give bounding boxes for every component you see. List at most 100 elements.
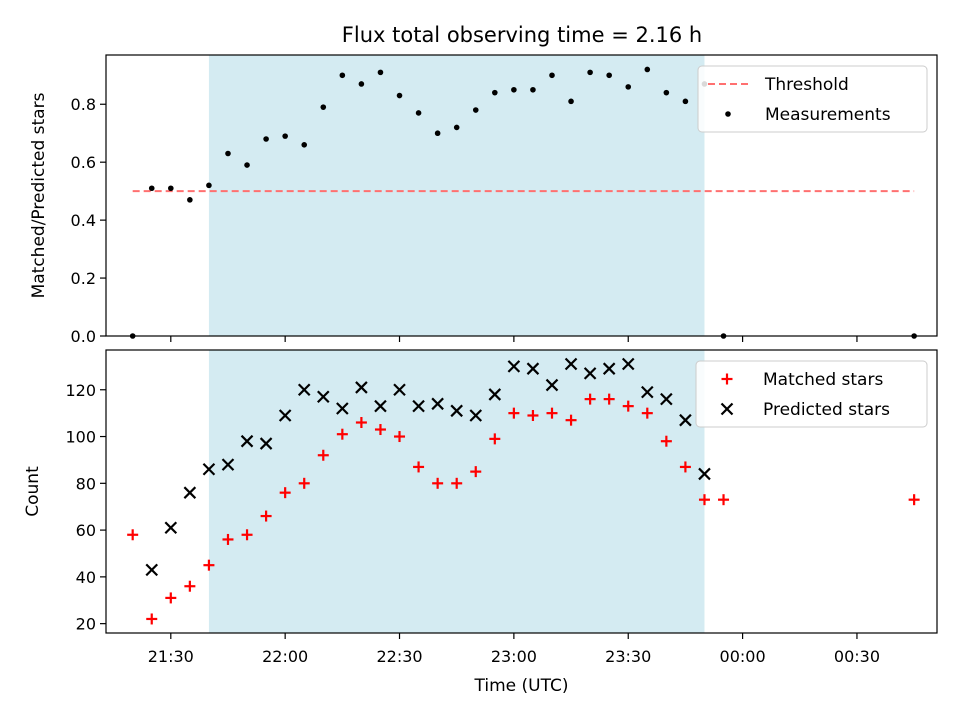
measurement-point — [225, 150, 231, 157]
observing-window-shade-top — [208, 55, 705, 336]
ratio-legend: Threshold Measurements — [697, 65, 928, 133]
y-tick-label: 100 — [65, 428, 96, 447]
measurement-point — [625, 84, 632, 90]
measurement-point — [587, 69, 593, 76]
predicted-star-point — [602, 362, 616, 375]
predicted-star-point — [240, 434, 254, 448]
observing-window-shade-bottom — [208, 350, 705, 633]
measurement-point — [168, 185, 174, 192]
cross-stroke-b — [183, 486, 197, 499]
measurement-point — [492, 89, 498, 96]
cross-stroke-b — [488, 388, 502, 401]
matched-star-point — [584, 393, 596, 405]
cross-stroke-b — [641, 385, 654, 399]
y-tick-label: 120 — [65, 381, 96, 400]
y-tick-label: 0.8 — [71, 95, 96, 114]
predicted-star-point — [583, 367, 597, 380]
predicted-star-point — [221, 458, 235, 471]
ratio-y-axis-label: Matched/Predicted stars — [29, 92, 49, 298]
cross-stroke-b — [621, 357, 635, 371]
matched-star-point — [470, 466, 482, 478]
matched-star-point — [241, 529, 253, 541]
x-tick-label: 22:30 — [376, 647, 422, 666]
predicted-star-point — [507, 360, 521, 373]
count-axes-frame — [105, 349, 938, 634]
matched-star-point — [527, 409, 539, 421]
measurement-point — [549, 72, 555, 79]
y-tick-label: 0.0 — [71, 327, 96, 346]
matched-stars-points — [127, 393, 920, 625]
measurement-point — [568, 98, 574, 105]
cross-stroke-b — [317, 390, 330, 404]
matched-star-point — [698, 494, 710, 506]
predicted-star-point — [145, 563, 159, 577]
predicted-star-point — [164, 521, 178, 535]
matched-star-point — [260, 510, 272, 522]
measurement-point — [396, 92, 403, 99]
matched-star-point — [489, 433, 501, 445]
matched-star-point — [222, 533, 234, 545]
measurement-point — [301, 142, 308, 148]
ratio-legend-box — [697, 65, 928, 133]
measurement-point — [148, 185, 155, 192]
matched-star-point — [641, 407, 653, 419]
x-tick-label: 00:30 — [834, 647, 880, 666]
predicted-star-point — [183, 486, 197, 499]
matched-star-point — [127, 529, 139, 541]
measurement-point — [530, 86, 536, 93]
measurement-point — [434, 130, 441, 137]
predicted-star-point — [259, 437, 273, 450]
cross-stroke-b — [507, 360, 521, 373]
matched-star-point — [622, 400, 634, 412]
y-tick-label: 40 — [76, 568, 96, 587]
measurement-point — [682, 98, 689, 105]
measurement-point — [472, 107, 479, 113]
ratio-panel: 0.00.20.40.60.8 Matched/Predicted stars … — [29, 54, 938, 346]
matched-star-point — [603, 393, 615, 405]
legend-matched-label: Matched stars — [763, 370, 883, 390]
x-tick-label: 00:00 — [720, 647, 766, 666]
cross-stroke-b — [431, 397, 444, 411]
cross-stroke-b — [564, 357, 578, 371]
count-y-ticks: 20 40 60 80 100 120 — [65, 381, 106, 634]
predicted-star-point — [488, 388, 502, 401]
y-tick-label: 0.6 — [71, 153, 96, 172]
measurement-point — [415, 110, 422, 116]
predicted-star-point — [545, 378, 559, 392]
predicted-star-point — [564, 357, 578, 371]
measurement-point — [377, 69, 384, 76]
measurement-point — [244, 162, 250, 168]
cross-stroke-b — [602, 362, 616, 375]
count-legend-box — [695, 360, 928, 428]
predicted-star-point — [679, 413, 692, 427]
predicted-star-point — [355, 381, 368, 394]
matched-star-point — [298, 477, 310, 489]
measurement-point — [282, 133, 288, 139]
cross-stroke-b — [259, 437, 273, 450]
cross-stroke-b — [583, 367, 597, 380]
x-tick-label: 21:30 — [148, 647, 194, 666]
measurement-point — [606, 72, 612, 79]
matched-star-point — [203, 559, 215, 571]
y-tick-label: 60 — [76, 521, 96, 540]
legend-predicted-label: Predicted stars — [763, 400, 890, 420]
cross-stroke-b — [469, 409, 483, 422]
predicted-star-point — [202, 463, 216, 476]
x-tick-label: 22:00 — [262, 647, 308, 666]
measurement-point — [644, 66, 651, 73]
cross-stroke-b — [145, 563, 159, 577]
legend-predicted-swatch — [720, 402, 734, 416]
predicted-star-point — [374, 399, 387, 413]
predicted-star-point — [297, 383, 311, 397]
matched-star-point — [679, 461, 691, 473]
cross-stroke-b — [374, 399, 387, 413]
legend-plus-marker — [721, 373, 733, 385]
y-tick-label: 0.4 — [71, 211, 96, 230]
predicted-star-point — [621, 357, 635, 371]
predicted-star-point — [526, 362, 540, 375]
cross-stroke-b — [355, 381, 368, 394]
legend-cross-marker — [720, 402, 734, 416]
matched-star-point — [184, 580, 196, 592]
count-panel: 20 40 60 80 100 120 21:30 22:00 22:30 23:00 23:30… — [23, 349, 938, 696]
cross-stroke-b — [297, 383, 311, 397]
